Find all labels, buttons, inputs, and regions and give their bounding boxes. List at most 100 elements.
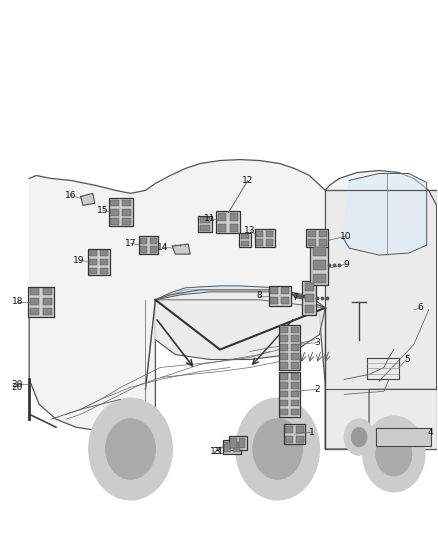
Text: 11: 11	[204, 214, 216, 223]
Bar	[140, 238, 147, 244]
Text: 3: 3	[314, 338, 320, 347]
Text: 10: 10	[340, 232, 352, 241]
Bar	[280, 335, 288, 342]
Bar	[279, 372, 300, 417]
Text: 1: 1	[308, 427, 314, 437]
Bar	[233, 442, 240, 452]
Bar	[30, 288, 39, 295]
Bar	[280, 400, 288, 407]
Bar	[256, 239, 263, 246]
Bar	[43, 308, 52, 315]
Bar	[110, 200, 119, 206]
Bar	[280, 353, 288, 360]
Circle shape	[376, 432, 412, 476]
Bar	[291, 391, 299, 398]
Text: 12: 12	[242, 176, 254, 185]
Circle shape	[363, 416, 425, 492]
Bar	[280, 382, 288, 389]
Bar	[28, 287, 54, 317]
Bar	[230, 438, 237, 448]
Bar	[313, 247, 325, 256]
Text: 20: 20	[11, 383, 23, 392]
Circle shape	[344, 419, 374, 455]
Bar	[256, 231, 263, 237]
Bar	[291, 400, 299, 407]
Text: 20: 20	[11, 380, 23, 389]
Circle shape	[89, 398, 172, 500]
Bar	[291, 344, 299, 351]
Bar	[319, 231, 327, 237]
Bar	[200, 225, 210, 231]
Bar	[307, 229, 328, 247]
Text: 13: 13	[210, 447, 222, 456]
Bar	[200, 217, 210, 223]
Bar	[296, 435, 304, 442]
Text: 4: 4	[428, 427, 434, 437]
Bar	[240, 241, 249, 246]
Bar	[280, 391, 288, 398]
Text: 18: 18	[11, 297, 23, 306]
Bar	[377, 428, 431, 446]
Bar	[140, 246, 147, 253]
Bar	[304, 294, 314, 302]
Bar	[30, 308, 39, 315]
Bar	[218, 224, 226, 231]
Polygon shape	[29, 159, 437, 449]
Bar	[89, 268, 97, 273]
Polygon shape	[172, 244, 190, 254]
Bar	[268, 286, 290, 306]
Bar	[110, 209, 119, 215]
Bar	[280, 362, 288, 369]
Polygon shape	[343, 173, 427, 255]
Bar	[281, 297, 289, 304]
Bar	[150, 246, 157, 253]
Bar	[280, 409, 288, 415]
Bar	[319, 239, 327, 246]
Text: 21: 21	[212, 447, 224, 456]
Bar	[30, 298, 39, 305]
Bar	[283, 424, 305, 444]
Bar	[230, 213, 238, 221]
Text: 7: 7	[293, 293, 298, 302]
Bar	[285, 426, 293, 433]
Circle shape	[351, 427, 367, 447]
Bar	[291, 335, 299, 342]
Text: 9: 9	[343, 260, 349, 269]
Text: 13: 13	[244, 225, 255, 235]
Polygon shape	[155, 290, 325, 360]
Bar	[240, 234, 249, 239]
Bar	[239, 438, 245, 448]
Bar	[291, 353, 299, 360]
Polygon shape	[325, 190, 437, 449]
Bar	[43, 298, 52, 305]
Bar	[281, 287, 289, 294]
Bar	[280, 373, 288, 379]
Circle shape	[253, 419, 303, 479]
Bar	[122, 219, 131, 225]
Bar	[291, 409, 299, 415]
Polygon shape	[155, 286, 309, 300]
Bar	[138, 236, 159, 254]
Bar	[230, 224, 238, 231]
Text: 17: 17	[125, 239, 136, 248]
Bar	[229, 436, 247, 450]
Bar	[270, 287, 278, 294]
Bar	[109, 198, 133, 226]
Text: 19: 19	[73, 255, 85, 264]
Bar	[313, 273, 325, 283]
Bar	[266, 231, 273, 237]
Bar	[303, 281, 316, 315]
Bar	[285, 435, 293, 442]
Bar	[291, 382, 299, 389]
Text: 14: 14	[157, 243, 168, 252]
Text: 5: 5	[404, 355, 410, 364]
Bar	[270, 297, 278, 304]
Bar	[43, 288, 52, 295]
Bar	[216, 211, 240, 233]
Bar	[279, 325, 300, 370]
Polygon shape	[81, 193, 95, 205]
Bar	[291, 373, 299, 379]
Bar	[100, 268, 108, 273]
Text: 8: 8	[257, 292, 263, 301]
Text: 15: 15	[97, 206, 109, 215]
